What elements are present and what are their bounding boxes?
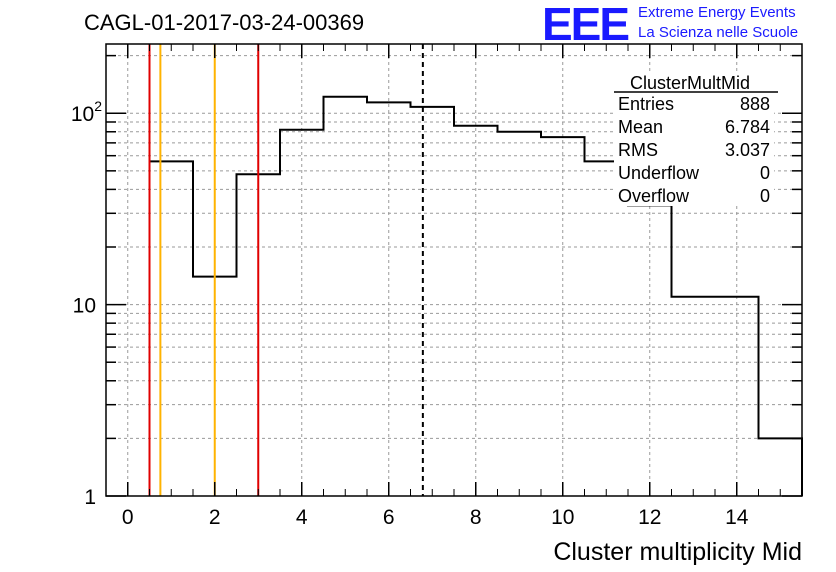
histogram-outline [148, 95, 803, 496]
histogram-bin [541, 137, 585, 496]
y-tick-label: 1 [84, 486, 96, 509]
stats-value: 888 [740, 94, 770, 114]
histogram-bin [150, 161, 194, 496]
stats-label: Entries [618, 94, 674, 114]
stats-title: ClusterMultMid [630, 73, 750, 93]
histogram-bin [715, 297, 759, 496]
logo-line-2: La Scienza nelle Scuole [638, 24, 799, 41]
eee-logo: EEE [542, 0, 630, 50]
stats-label: Underflow [618, 163, 700, 183]
y-tick-label: 10 [73, 295, 96, 318]
run-title: CAGL-01-2017-03-24-00369 [84, 10, 365, 35]
stats-value: 6.784 [725, 117, 770, 137]
stats-value: 0 [760, 163, 770, 183]
histogram-bin [411, 107, 455, 496]
x-tick-label: 8 [470, 506, 482, 529]
histogram-bin [324, 97, 368, 496]
histogram-bin [280, 130, 324, 496]
histogram-bin [454, 126, 498, 496]
x-tick-label: 10 [551, 506, 574, 529]
stats-label: Overflow [618, 186, 690, 206]
logo-line-1: Extreme Energy Events [638, 4, 796, 21]
stats-label: RMS [618, 140, 658, 160]
x-tick-label: 12 [638, 506, 661, 529]
histogram-bin [672, 297, 716, 496]
y-tick-label: 102 [71, 98, 102, 126]
x-tick-label: 14 [725, 506, 749, 529]
histogram-bin [585, 161, 629, 496]
histogram-bin [367, 102, 411, 496]
stats-label: Mean [618, 117, 663, 137]
stats-value: 0 [760, 186, 770, 206]
histogram-bin [628, 205, 672, 496]
x-tick-label: 2 [209, 506, 221, 529]
stats-box [614, 72, 774, 206]
x-tick-label: 0 [122, 506, 134, 529]
histogram-bin [759, 438, 803, 496]
histogram-bin [498, 132, 542, 496]
x-axis-label: Cluster multiplicity Mid [553, 538, 802, 566]
x-tick-label: 4 [296, 506, 308, 529]
stats-value: 3.037 [725, 140, 770, 160]
x-tick-label: 6 [383, 506, 395, 529]
